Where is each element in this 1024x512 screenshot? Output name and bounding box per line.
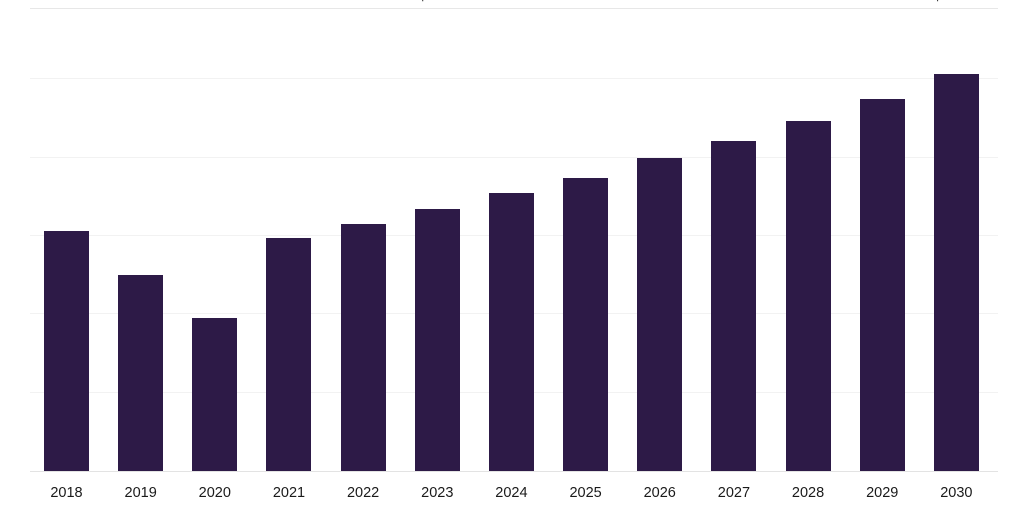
bar-2029 xyxy=(859,98,905,471)
bar-slot-2025 xyxy=(563,9,609,471)
bar-2026 xyxy=(637,158,683,471)
bar-2023 xyxy=(414,209,460,471)
bar-2019 xyxy=(118,275,164,471)
bar-slot-2019 xyxy=(118,9,164,471)
bar-slot-2023: $66.9 xyxy=(414,0,460,471)
x-axis-labels: 2018 2019 2020 2021 2022 2023 2024 2025 2026 2027… xyxy=(30,482,998,504)
bar-slot-2029 xyxy=(859,9,905,471)
x-axis-label-2022: 2022 xyxy=(346,485,380,501)
bar-2027 xyxy=(711,141,757,471)
x-axis-label-2026: 2026 xyxy=(643,485,676,501)
x-axis-label-2025: 2025 xyxy=(569,485,602,501)
x-axis-label-2029: 2029 xyxy=(866,485,899,501)
bar-slot-2022 xyxy=(340,9,386,471)
x-axis-label-2030: 2030 xyxy=(940,485,973,501)
x-axis-label-2023: 2023 xyxy=(421,485,454,501)
bar-value-label-2023: $66.9 xyxy=(419,0,457,4)
bar-slot-2018 xyxy=(44,9,89,471)
bar-value-label-2030: $101.3 xyxy=(933,0,979,4)
x-axis-label-2019: 2019 xyxy=(124,485,157,501)
bar-2030 xyxy=(933,74,979,471)
bar-slot-2020 xyxy=(192,9,238,471)
bar-2024 xyxy=(488,193,534,471)
bar-2021 xyxy=(266,237,312,471)
x-axis-label-2028: 2028 xyxy=(791,485,825,501)
bar-2025 xyxy=(563,178,609,471)
bar-slot-2024 xyxy=(488,9,534,471)
bar-slot-2027 xyxy=(711,9,757,471)
bar-slot-2026 xyxy=(637,9,683,471)
bars: $66.9 $101.3 xyxy=(30,0,998,471)
x-axis-label-2027: 2027 xyxy=(717,485,751,501)
x-axis-label-2018: 2018 xyxy=(50,485,83,501)
bar-slot-2030: $101.3 xyxy=(933,0,979,471)
bar-2018 xyxy=(44,230,89,471)
bar-2022 xyxy=(340,223,386,471)
bar-2028 xyxy=(785,120,831,471)
bar-slot-2021 xyxy=(266,9,312,471)
x-axis-label-2024: 2024 xyxy=(495,485,528,501)
bar-slot-2028 xyxy=(785,9,831,471)
plot-area: $66.9 $101.3 xyxy=(30,0,998,472)
x-axis-label-2020: 2020 xyxy=(198,485,231,501)
bar-2020 xyxy=(192,317,238,471)
x-axis-label-2021: 2021 xyxy=(272,485,306,501)
